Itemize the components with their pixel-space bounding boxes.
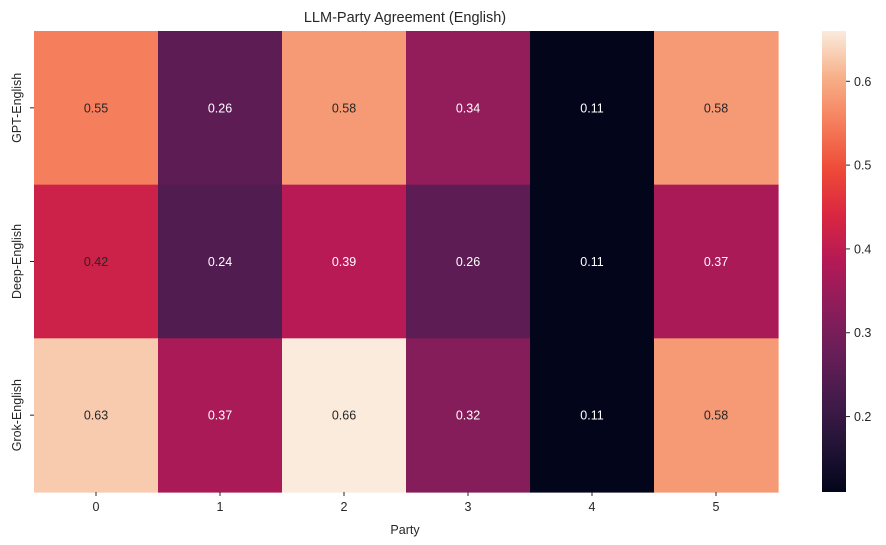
heatmap-cell-1-0 [34,184,159,339]
x-tick-label: 2 [341,500,348,514]
heatmap-cell-1-4 [530,184,655,339]
colorbar-ticks: 0.2 0.3 0.4 0.5 0.6 [846,75,871,424]
cell-annotation-0-1: 0.26 [208,101,232,115]
y-axis-ticks: GPT-English Deep-English Grok-English [10,73,34,451]
x-axis-label: Party [390,523,420,537]
y-tick-label: Deep-English [10,224,24,299]
cell-annotation-0-3: 0.34 [456,101,480,115]
heatmap-cell-1-2 [282,184,407,339]
cell-annotation-0-0: 0.55 [84,101,108,115]
chart-title: LLM-Party Agreement (English) [304,10,506,26]
colorbar-tick-label: 0.3 [854,326,871,340]
x-tick-label: 0 [93,500,100,514]
y-tick-label: GPT-English [10,73,24,143]
colorbar-tick-label: 0.2 [854,410,871,424]
cell-annotation-2-4: 0.11 [580,409,603,423]
cell-annotation-1-2: 0.39 [332,255,356,269]
heatmap-cell-1-1 [158,184,283,339]
x-tick-label: 4 [589,500,596,514]
cell-annotation-2-3: 0.32 [456,409,480,423]
heatmap-cell-0-3 [406,31,531,186]
colorbar-tick-label: 0.6 [854,75,871,89]
heatmap-cell-2-3 [406,338,531,493]
cell-annotation-2-0: 0.63 [84,409,108,423]
heatmap-cell-2-4 [530,338,655,493]
heatmap-cell-2-2 [282,338,407,493]
heatmap-cell-0-2 [282,31,407,186]
colorbar-tick-label: 0.5 [854,159,871,173]
x-axis-ticks: 0 1 2 3 4 5 [93,492,720,514]
heatmap-cell-0-5 [654,31,779,186]
cell-annotation-0-2: 0.58 [332,101,356,115]
heatmap-cell-2-0 [34,338,159,493]
heatmap-annotations: 0.55 0.26 0.58 0.34 0.11 0.58 0.42 0.24 0.39 0.26… [84,101,728,422]
cell-annotation-2-5: 0.58 [704,409,728,423]
cell-annotation-0-4: 0.11 [580,101,603,115]
y-tick-label: Grok-English [10,379,24,451]
x-tick-label: 1 [217,500,224,514]
cell-annotation-0-5: 0.58 [704,101,728,115]
x-tick-label: 3 [465,500,472,514]
cell-annotation-1-3: 0.26 [456,255,480,269]
heatmap-cell-1-3 [406,184,531,339]
heatmap-cell-2-5 [654,338,779,493]
heatmap-cell-0-4 [530,31,655,186]
cell-annotation-1-5: 0.37 [704,255,728,269]
heatmap-cell-0-0 [34,31,159,186]
cell-annotation-1-4: 0.11 [580,255,603,269]
cell-annotation-2-2: 0.66 [332,409,356,423]
colorbar [822,31,846,492]
colorbar-tick-label: 0.4 [854,242,871,256]
heatmap-cell-1-5 [654,184,779,339]
cell-annotation-1-1: 0.24 [208,255,232,269]
heatmap-cells [34,31,779,493]
cell-annotation-2-1: 0.37 [208,409,232,423]
x-tick-label: 5 [713,500,720,514]
heatmap-cell-2-1 [158,338,283,493]
cell-annotation-1-0: 0.42 [84,255,108,269]
heatmap-cell-0-1 [158,31,283,186]
